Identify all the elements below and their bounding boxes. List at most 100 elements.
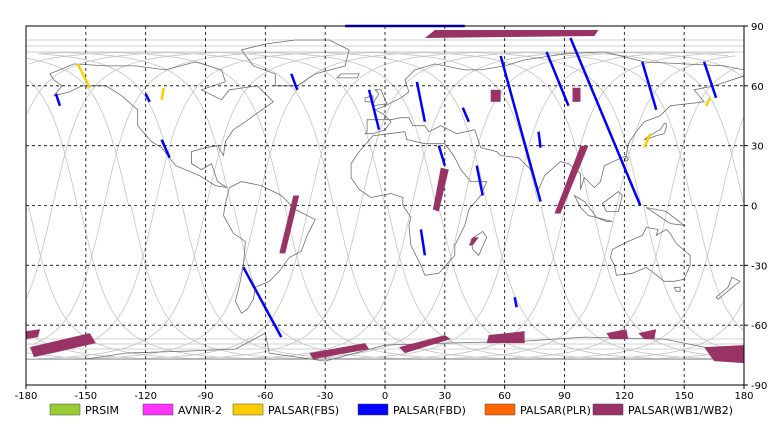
- palsar-wb-swath: [572, 87, 581, 102]
- palsar-fbs-swath: [76, 63, 91, 89]
- x-tick-label: -180: [15, 391, 38, 402]
- coastline: [623, 154, 629, 163]
- palsar-wb-swath: [486, 331, 525, 344]
- palsar-fbd-swath: [419, 229, 427, 256]
- orbit-track: [42, 51, 733, 360]
- x-tick-label: -60: [257, 391, 273, 402]
- palsar-fbs-swath: [643, 133, 652, 149]
- x-tick-label: 90: [558, 391, 571, 402]
- legend-label: AVNIR-2: [178, 404, 222, 417]
- y-tick-label: -90: [751, 381, 767, 392]
- legend-label: PALSAR(FBD): [393, 404, 466, 417]
- x-tick-label: 0: [382, 391, 388, 402]
- legend-label: PALSAR(PLR): [520, 404, 591, 417]
- coastline: [596, 217, 613, 222]
- y-tick-label: 90: [751, 22, 764, 33]
- coastline: [601, 190, 623, 212]
- palsar-wb-swath: [30, 333, 96, 358]
- x-tick-label: 150: [675, 391, 694, 402]
- x-tick-label: -90: [197, 391, 213, 402]
- legend-item: AVNIR-2: [142, 403, 222, 417]
- palsar-wb-swath: [468, 237, 479, 246]
- palsar-fbs-swath: [704, 97, 712, 107]
- orbit-track: [40, 51, 734, 360]
- palsar-fbd-swath: [641, 61, 658, 111]
- y-tick-label: 0: [751, 202, 757, 213]
- coastline: [350, 131, 488, 276]
- legend-label: PALSAR(FBS): [268, 404, 339, 417]
- legend-swatch: [142, 403, 174, 416]
- palsar-wb-swath: [424, 30, 599, 38]
- palsar-fbd-swath: [242, 266, 283, 338]
- orbit-track: [28, 51, 738, 360]
- coastline: [240, 39, 350, 87]
- x-tick-label: 30: [438, 391, 451, 402]
- legend-item: PALSAR(FBS): [232, 403, 339, 417]
- palsar-wb-swath: [554, 145, 589, 214]
- x-tick-label: 60: [498, 391, 511, 402]
- latitude-axis: 90 60 30 0 -30 -60 -90: [744, 22, 767, 392]
- legend-swatch: [592, 403, 624, 416]
- orbit-track: [36, 51, 735, 360]
- legend-item: PALSAR(WB1/WB2): [592, 403, 733, 417]
- palsar-fbd-swath: [144, 93, 151, 103]
- palsar-wb-swath: [490, 89, 501, 102]
- coastline: [673, 286, 681, 292]
- y-tick-label: 30: [751, 142, 764, 153]
- coastline: [364, 95, 374, 103]
- legend-label: PRSIM: [85, 404, 119, 417]
- palsar-fbd-swath: [437, 145, 447, 166]
- legend-label: PALSAR(WB1/WB2): [628, 404, 733, 417]
- palsar-fbs-swaths: [76, 63, 712, 149]
- x-tick-label: -150: [74, 391, 97, 402]
- map-plot: [25, 24, 745, 386]
- palsar-fbd-swath: [537, 131, 542, 148]
- palsar-fbd-swath: [475, 165, 484, 196]
- x-tick-label: -30: [317, 391, 333, 402]
- legend-swatch: [357, 403, 389, 416]
- palsar-fbd-swath: [160, 139, 171, 159]
- legend-swatch: [232, 403, 264, 416]
- coastline: [364, 51, 745, 191]
- palsar-wb-swaths: [26, 30, 744, 364]
- coastline: [372, 89, 388, 107]
- palsar-fbd-swath: [367, 89, 381, 131]
- legend-swatch: [484, 403, 516, 416]
- palsar-fbd-swath: [545, 51, 570, 107]
- palsar-wb-swath: [704, 345, 744, 364]
- legend-item: PRSIM: [49, 403, 119, 417]
- y-tick-label: 60: [751, 82, 764, 93]
- palsar-fbd-swath: [513, 296, 518, 308]
- coastline: [609, 226, 691, 282]
- x-tick-label: -120: [134, 391, 157, 402]
- coastline: [336, 73, 360, 79]
- palsar-wb-swath: [606, 329, 629, 340]
- palsar-wb-swath: [279, 195, 300, 254]
- orbit-track: [26, 51, 729, 360]
- palsar-fbd-swath: [290, 73, 299, 91]
- palsar-wb-swath: [399, 335, 451, 354]
- longitude-axis: -180 -150 -120 -90 -60 -30 0 30 60 90 120 150 180: [15, 385, 754, 402]
- map-background: [26, 26, 744, 385]
- orbit-track: [27, 51, 745, 360]
- legend-swatch: [49, 403, 81, 416]
- legend: PRSIM AVNIR-2 PALSAR(FBS) PALSAR(FBD) PALSAR…: [49, 403, 733, 417]
- palsar-wb-swath: [309, 343, 369, 360]
- x-tick-label: 120: [615, 391, 634, 402]
- orbit-track: [34, 51, 744, 360]
- palsar-fbd-swath: [499, 55, 542, 202]
- orbit-track: [39, 51, 730, 360]
- palsar-fbs-swath: [160, 87, 165, 100]
- coastline: [49, 61, 274, 188]
- coastline: [646, 207, 686, 226]
- palsar-wb-swath: [26, 329, 40, 340]
- coastline: [715, 276, 741, 300]
- palsar-fbd-swath: [461, 107, 470, 123]
- x-tick-label: 180: [734, 391, 753, 402]
- palsar-fbd-swath: [569, 37, 642, 206]
- legend-item: PALSAR(FBD): [357, 403, 466, 417]
- palsar-fbd-swath: [54, 93, 62, 107]
- palsar-wb-swath: [432, 167, 449, 212]
- palsar-wb-swath: [638, 329, 657, 340]
